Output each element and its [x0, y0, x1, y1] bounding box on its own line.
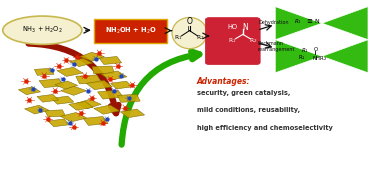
Text: NHR$_2$: NHR$_2$	[312, 54, 328, 63]
Text: R$_1$: R$_1$	[174, 33, 183, 42]
Text: security, green catalysis,: security, green catalysis,	[197, 90, 290, 96]
Text: $\equiv$: $\equiv$	[305, 17, 314, 25]
Text: Advantages:: Advantages:	[197, 77, 250, 86]
Polygon shape	[111, 81, 132, 89]
Text: R$_1$: R$_1$	[294, 17, 302, 26]
Text: R$_1$: R$_1$	[228, 36, 236, 45]
Polygon shape	[83, 117, 108, 125]
FancyBboxPatch shape	[205, 18, 260, 65]
Text: NH$_2$OH + H$_2$O: NH$_2$OH + H$_2$O	[105, 26, 156, 36]
Text: mild conditions, reusability,: mild conditions, reusability,	[197, 107, 300, 113]
Text: Dehydration: Dehydration	[258, 20, 289, 25]
Polygon shape	[48, 119, 70, 127]
Text: R$_2$: R$_2$	[249, 36, 257, 45]
Polygon shape	[75, 99, 101, 108]
Polygon shape	[55, 81, 78, 89]
Text: R$_2$: R$_2$	[197, 33, 205, 42]
Polygon shape	[25, 105, 49, 114]
Polygon shape	[322, 7, 368, 40]
Polygon shape	[275, 40, 322, 73]
Text: O: O	[314, 47, 318, 52]
Text: Beckmann
rearrangement: Beckmann rearrangement	[258, 41, 295, 52]
Text: O: O	[187, 17, 192, 26]
Polygon shape	[76, 75, 101, 84]
Polygon shape	[98, 90, 123, 99]
Polygon shape	[69, 58, 93, 67]
Polygon shape	[101, 71, 127, 80]
Text: N: N	[315, 19, 319, 24]
Polygon shape	[51, 96, 74, 104]
Text: R$_1$: R$_1$	[301, 46, 309, 56]
Polygon shape	[61, 86, 86, 95]
Polygon shape	[94, 105, 120, 114]
Polygon shape	[69, 101, 93, 110]
FancyBboxPatch shape	[94, 19, 167, 43]
Ellipse shape	[3, 16, 82, 44]
Polygon shape	[92, 66, 114, 74]
Polygon shape	[99, 57, 121, 64]
Polygon shape	[86, 80, 112, 90]
Polygon shape	[34, 68, 54, 75]
Text: N: N	[242, 23, 248, 32]
Ellipse shape	[172, 18, 207, 49]
Polygon shape	[39, 79, 64, 88]
Polygon shape	[79, 52, 105, 61]
Text: R$_1$: R$_1$	[298, 53, 306, 62]
Polygon shape	[120, 109, 145, 118]
Polygon shape	[60, 112, 87, 122]
Polygon shape	[275, 7, 322, 40]
Text: high efficiency and chemoselectivity: high efficiency and chemoselectivity	[197, 125, 333, 131]
Polygon shape	[57, 67, 83, 76]
Text: HO: HO	[227, 24, 238, 30]
Polygon shape	[117, 94, 140, 102]
Polygon shape	[37, 94, 59, 102]
Polygon shape	[18, 87, 40, 95]
Text: NH$_3$ + H$_2$O$_2$: NH$_3$ + H$_2$O$_2$	[22, 25, 63, 35]
Polygon shape	[322, 40, 368, 73]
Polygon shape	[45, 110, 66, 117]
